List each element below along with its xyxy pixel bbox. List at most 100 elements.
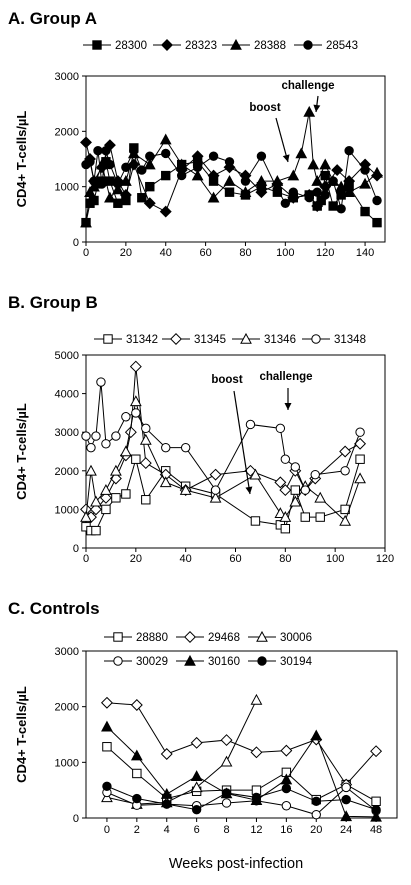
x-axis-label: Weeks post-infection	[169, 856, 303, 872]
data-point	[371, 796, 381, 806]
legend-label: 31346	[264, 334, 296, 346]
data-point	[91, 431, 101, 441]
data-point	[80, 136, 92, 149]
y-tick-label: 1000	[55, 182, 79, 194]
data-point	[255, 186, 268, 199]
x-tick-label: 2	[134, 824, 140, 836]
legend-item: 28388	[222, 38, 286, 52]
series-line	[106, 699, 257, 805]
plot-frame	[85, 650, 398, 819]
legend: 28300 28323 28388 28543	[83, 38, 358, 52]
data-point	[223, 175, 236, 186]
data-point	[129, 395, 142, 407]
data-point	[207, 191, 220, 203]
data-point	[328, 176, 338, 186]
series-line	[106, 702, 377, 786]
series-30006	[101, 693, 263, 809]
y-tick-label: 2000	[55, 466, 79, 478]
data-point	[137, 193, 147, 203]
data-point	[339, 514, 352, 526]
data-point	[161, 148, 171, 159]
data-point	[280, 524, 291, 534]
data-point	[250, 746, 263, 759]
data-point	[85, 464, 97, 476]
x-tick-label: 20	[130, 553, 142, 565]
chart-title: B. Group B	[8, 293, 98, 312]
x-tick-label: 12	[250, 824, 262, 836]
data-point	[88, 180, 100, 192]
data-point	[314, 491, 327, 503]
legend-item: 30160	[176, 654, 240, 668]
data-point	[256, 151, 267, 161]
data-point	[97, 179, 107, 189]
data-point	[132, 793, 142, 804]
data-point	[89, 195, 99, 206]
data-point	[162, 799, 172, 809]
y-tick-label: 1000	[55, 504, 79, 516]
data-point	[190, 736, 203, 749]
data-point	[113, 179, 123, 189]
data-point	[311, 175, 324, 186]
data-point	[315, 512, 325, 522]
data-point	[131, 454, 141, 464]
data-point	[121, 412, 131, 422]
series-31348	[81, 377, 365, 495]
series-29468	[100, 696, 383, 791]
data-point	[191, 169, 204, 181]
data-point	[355, 427, 365, 437]
data-point	[287, 169, 300, 181]
legend-marker	[113, 656, 123, 666]
x-tick-label: 140	[356, 247, 374, 259]
data-point	[290, 462, 300, 472]
data-point	[129, 146, 139, 156]
chart-title: C. Controls	[8, 599, 100, 618]
legend-item: 31342	[94, 334, 158, 346]
annotation: boost	[211, 374, 253, 495]
data-point	[220, 734, 233, 747]
data-point	[143, 158, 156, 170]
legend-label: 28300	[115, 40, 147, 52]
x-tick-label: 120	[316, 247, 334, 259]
annotation-arrow-head	[313, 104, 321, 112]
x-tick-label: 8	[223, 824, 229, 836]
data-point	[274, 476, 287, 489]
annotation-label: boost	[249, 102, 280, 114]
legend-marker	[184, 631, 196, 643]
data-point	[272, 184, 283, 195]
x-tick-label: 20	[120, 247, 132, 259]
annotation-arrow-head	[245, 486, 253, 494]
legend-marker	[170, 333, 182, 345]
data-point	[160, 787, 173, 799]
x-tick-label: 0	[104, 824, 110, 836]
legend-item: 30029	[104, 656, 168, 668]
data-point	[279, 511, 292, 522]
data-point	[159, 476, 172, 488]
data-point	[344, 146, 354, 156]
x-tick-label: 24	[340, 824, 352, 836]
legend-item: 28300	[83, 40, 147, 52]
data-point	[175, 158, 188, 170]
data-point	[250, 693, 263, 705]
data-point	[355, 454, 365, 464]
data-point	[102, 781, 112, 791]
series-line	[106, 726, 377, 818]
series-line	[106, 746, 377, 802]
annotation-label: challenge	[259, 371, 312, 383]
data-point	[274, 507, 287, 519]
legend-marker	[92, 40, 102, 50]
data-point	[240, 176, 251, 186]
series-30194	[102, 781, 381, 815]
data-point	[343, 186, 355, 197]
x-tick-label: 100	[276, 247, 294, 259]
data-point	[221, 788, 232, 798]
data-point	[372, 195, 382, 206]
data-point	[104, 191, 116, 203]
series-30160	[101, 720, 382, 822]
data-point	[85, 157, 95, 167]
data-point	[121, 162, 131, 173]
data-point	[372, 217, 382, 228]
data-point	[312, 187, 322, 197]
